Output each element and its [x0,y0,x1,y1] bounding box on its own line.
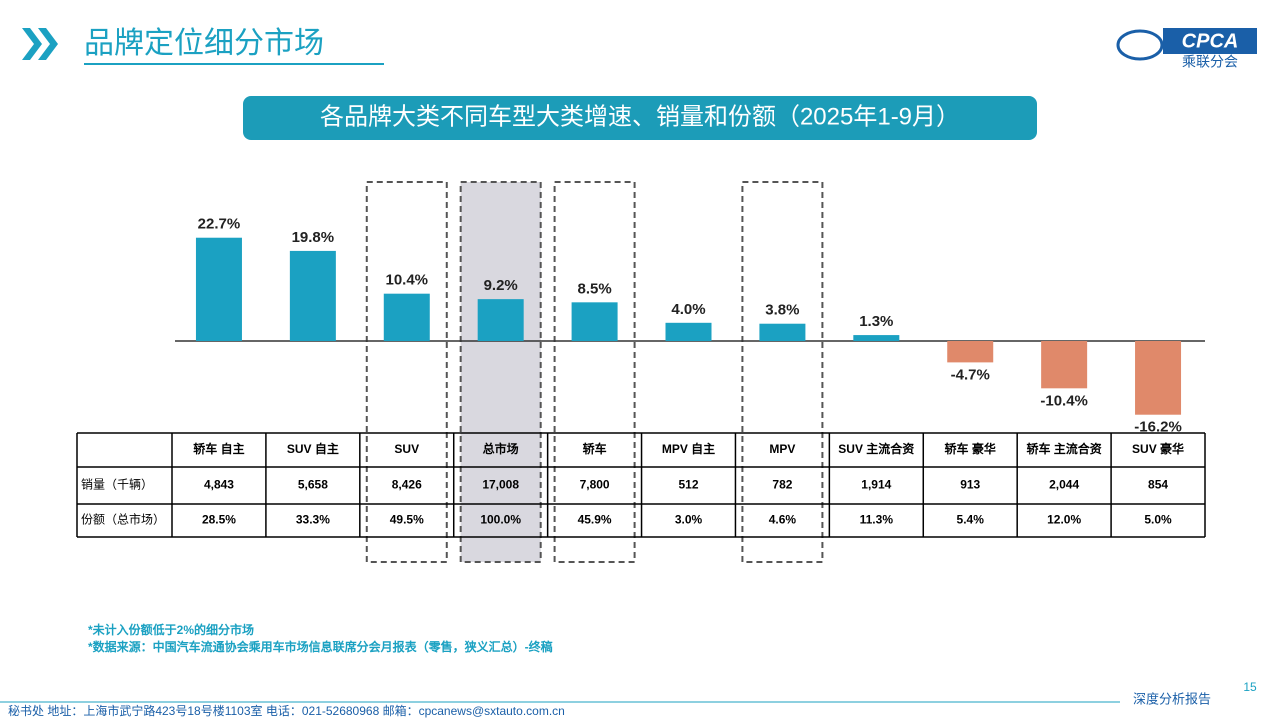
table-cell: 17,008 [482,478,519,492]
row-header: 份额（总市场） [81,512,165,527]
bar [759,323,806,341]
table-cell: 5.0% [1144,513,1172,527]
footer-address: 秘书处 地址：上海市武宁路423号18号楼1103室 电话：021-526809… [8,703,565,718]
column-header: SUV 豪华 [1132,441,1184,456]
column-header: 总市场 [483,441,519,456]
table-cell: 512 [678,478,698,492]
table-cell: 100.0% [480,513,521,527]
table-cell: 33.3% [296,513,330,527]
bar [853,335,900,341]
column-header: 轿车 主流合资 [1026,441,1101,456]
table-cell: 11.3% [860,513,894,527]
table-cell: 49.5% [390,513,424,527]
logo-text: CPCA [1182,30,1239,52]
value-label: 8.5% [577,280,611,297]
value-label: 22.7% [198,216,241,233]
column-header: SUV 主流合资 [838,441,914,456]
bar [1041,341,1088,389]
value-label: -4.7% [951,366,990,383]
bar [571,302,618,341]
table-cell: 7,800 [580,478,610,492]
value-label: 1.3% [859,313,893,330]
page-number: 15 [1243,680,1257,694]
table-cell: 45.9% [578,513,612,527]
table-cell: 1,914 [861,478,891,492]
chevron-icon [22,28,58,60]
note: *数据来源：中国汽车流通协会乘用车市场信息联席分会月报表（零售，狭义汇总）-终稿 [88,639,553,654]
bar [195,237,242,341]
column-header: MPV 自主 [662,441,715,456]
column-header: 轿车 豪华 [945,441,996,456]
table-cell: 854 [1148,478,1168,492]
bar [1135,341,1182,415]
value-label: 19.8% [292,229,335,246]
table-cell: 913 [960,478,980,492]
logo-box [1163,28,1257,54]
table-cell: 4.6% [769,513,797,527]
value-label: 10.4% [385,272,428,289]
table-cell: 28.5% [202,513,236,527]
column-header: MPV [769,442,795,456]
logo-subtext: 乘联分会 [1182,54,1238,70]
footer-report: 深度分析报告 [1133,691,1211,706]
column-header: 轿车 自主 [193,441,244,456]
highlight-box [365,181,448,563]
table-cell: 4,843 [204,478,234,492]
bar [383,293,430,341]
highlight-box [553,181,636,563]
value-label: 9.2% [484,277,518,294]
highlight-box [459,181,542,563]
bar [947,341,994,363]
value-label: 4.0% [671,301,705,318]
value-label: -16.2% [1134,419,1182,436]
table-cell: 3.0% [675,513,703,527]
bar [477,299,524,341]
logo-mark [1116,29,1164,61]
bar [665,322,712,341]
table-cell: 2,044 [1049,478,1079,492]
table-cell: 8,426 [392,478,422,492]
value-label: -10.4% [1040,392,1088,409]
note: *未计入份额低于2%的细分市场 [88,622,254,637]
row-header: 销量（千辆） [81,478,153,492]
highlight-box [741,181,824,563]
chart-title-banner [243,96,1037,140]
column-header: SUV [394,442,419,456]
table-cell: 12.0% [1047,513,1081,527]
table-cell: 5.4% [957,513,985,527]
bar [289,250,336,341]
table-cell: 782 [772,478,792,492]
column-header: SUV 自主 [287,441,339,456]
page-title: 品牌定位细分市场 [84,27,324,60]
chart-title: 各品牌大类不同车型大类增速、销量和份额（2025年1-9月） [320,103,960,130]
value-label: 3.8% [765,302,799,319]
table-cell: 5,658 [298,478,328,492]
column-header: 轿车 [583,441,607,456]
